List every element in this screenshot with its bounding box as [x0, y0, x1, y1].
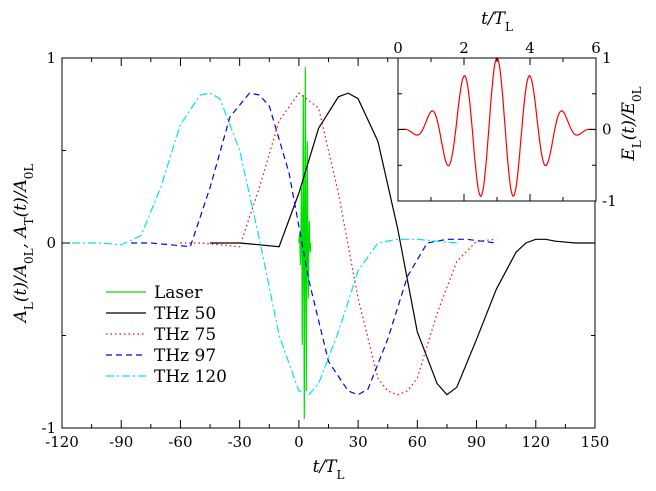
main-axes-group: -120 -90 -60 -30 0 30 60 90 120 150 -1 0 1 t/TL AL(t)/…: [11, 49, 609, 482]
legend-label: Laser: [154, 283, 203, 303]
series-line-thz-75: [180, 92, 497, 396]
main-series-group: [71, 67, 595, 419]
x-tick-label: 0: [294, 433, 304, 451]
series-line-laser: [298, 67, 312, 419]
inset-x-axis-title: t/TL: [481, 9, 513, 34]
inset-plot: 0 2 4 6 -1 0 1 t/TL EL(t)/E0L: [393, 9, 644, 210]
x-tick-label: 150: [581, 433, 610, 451]
x-tick-label: 120: [521, 433, 550, 451]
x-tick-label: -30: [228, 433, 252, 451]
legend-label: THz 97: [154, 346, 216, 366]
main-plot: -120 -90 -60 -30 0 30 60 90 120 150 -1 0 1 t/TL AL(t)/…: [11, 49, 609, 482]
legend-label: THz 120: [154, 367, 227, 387]
inset-background: [398, 58, 596, 201]
inset-x-tick-label: 2: [459, 39, 469, 57]
x-tick-label: -120: [45, 433, 79, 451]
inset-y-tick-label: 0: [602, 121, 612, 139]
series-line-thz-50: [210, 92, 595, 396]
series-line-thz-120: [71, 92, 457, 396]
y-tick-label: 0: [46, 234, 56, 252]
x-tick-label: -90: [109, 433, 133, 451]
y-tick-label: 1: [46, 49, 56, 67]
inset-axes-group: 0 2 4 6 -1 0 1 t/TL EL(t)/E0L: [393, 9, 644, 210]
x-tick-label: -60: [168, 433, 192, 451]
y-axis-title: AL(t)/A0L, AT(t)/A0L: [11, 164, 36, 325]
x-tick-label: 30: [349, 433, 368, 451]
y-tick-label: -1: [41, 419, 56, 437]
x-axis-title: t/TL: [313, 457, 345, 482]
legend-label: THz 75: [154, 325, 216, 345]
series-line-thz-97: [131, 92, 497, 396]
inset-y-tick-label: -1: [602, 192, 617, 210]
inset-y-tick-label: 1: [602, 49, 612, 67]
legend-label: THz 50: [154, 304, 216, 324]
inset-x-tick-label: 0: [393, 39, 403, 57]
x-tick-label: 90: [467, 433, 486, 451]
inset-y-axis-title: EL(t)/E0L: [619, 86, 644, 161]
inset-x-tick-label: 4: [525, 39, 535, 57]
x-tick-label: 60: [408, 433, 427, 451]
inset-x-tick-label: 6: [591, 39, 601, 57]
